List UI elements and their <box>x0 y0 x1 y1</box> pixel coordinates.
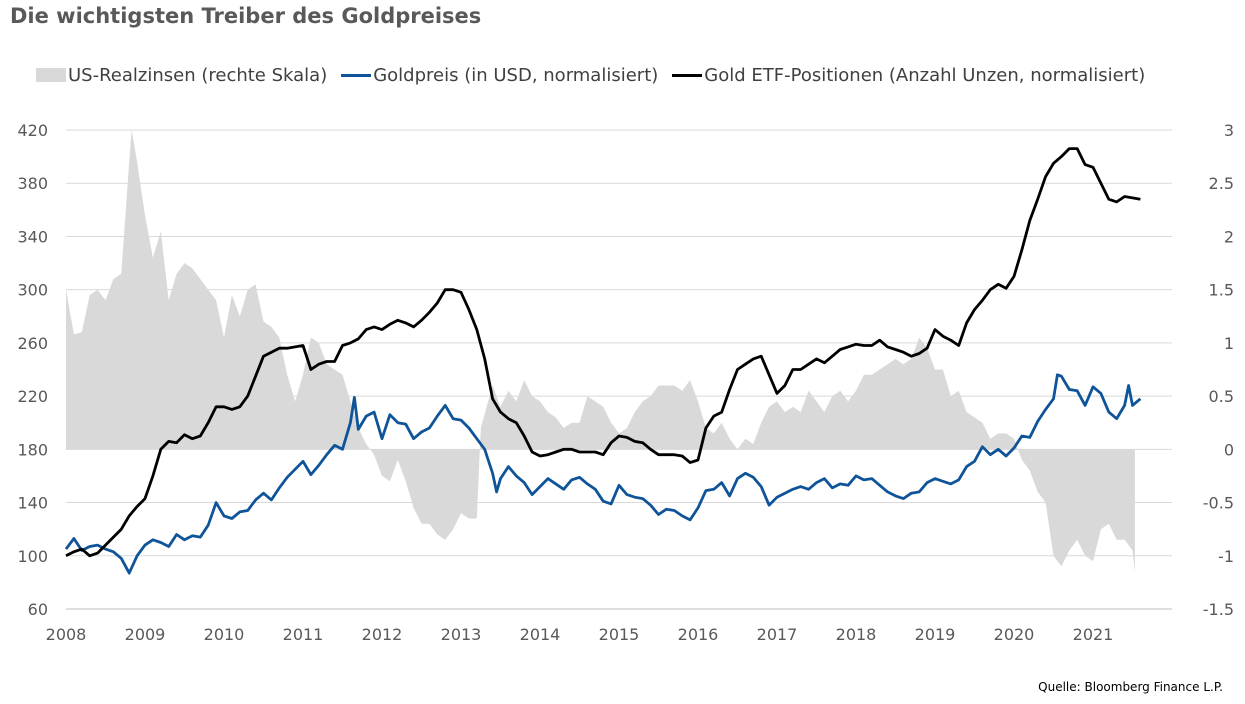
x-tick-label: 2014 <box>520 625 561 644</box>
x-tick-label: 2008 <box>46 625 87 644</box>
x-tick-label: 2013 <box>441 625 482 644</box>
x-tick-label: 2015 <box>599 625 640 644</box>
y-left-tick-label: 340 <box>17 227 48 246</box>
source-note: Quelle: Bloomberg Finance L.P. <box>1038 680 1223 694</box>
y-left-tick-label: 140 <box>17 494 48 513</box>
series-line-etf <box>65 147 1141 558</box>
y-right-tick-label: 0.5 <box>1209 387 1234 406</box>
y-right-tick-label: -1 <box>1218 547 1234 566</box>
y-right-tick-label: 2 <box>1224 227 1234 246</box>
legend-label-realzinsen: US-Realzinsen (rechte Skala) <box>68 64 328 86</box>
x-tick-label: 2011 <box>283 625 324 644</box>
legend-swatch-area <box>36 68 66 82</box>
y-right-tick-label: -1.5 <box>1203 600 1234 619</box>
y-right-tick-label: 1.5 <box>1209 281 1234 300</box>
y-left-tick-label: 180 <box>17 440 48 459</box>
x-tick-label: 2009 <box>125 625 166 644</box>
legend-label-etf: Gold ETF-Positionen (Anzahl Unzen, norma… <box>704 64 1146 86</box>
x-tick-label: 2021 <box>1073 625 1114 644</box>
chart-legend: US-Realzinsen (rechte Skala) Goldpreis (… <box>36 62 1159 88</box>
legend-swatch-black-line <box>672 73 703 77</box>
legend-label-goldpreis: Goldpreis (in USD, normalisiert) <box>373 64 659 86</box>
y-right-tick-label: 2.5 <box>1209 174 1234 193</box>
legend-item-goldpreis: Goldpreis (in USD, normalisiert) <box>341 65 658 86</box>
y-left-tick-label: 60 <box>28 600 48 619</box>
x-tick-label: 2010 <box>204 625 245 644</box>
y-left-tick-label: 380 <box>17 174 48 193</box>
x-tick-label: 2019 <box>915 625 956 644</box>
x-tick-label: 2017 <box>757 625 798 644</box>
x-tick-label: 2012 <box>362 625 403 644</box>
x-tick-label: 2020 <box>994 625 1035 644</box>
y-right-tick-label: 0 <box>1224 440 1234 459</box>
y-left-tick-label: 420 <box>17 121 48 140</box>
y-left-tick-label: 260 <box>17 334 48 353</box>
y-left-tick-label: 100 <box>17 547 48 566</box>
x-tick-label: 2016 <box>678 625 719 644</box>
y-left-tick-label: 300 <box>17 281 48 300</box>
legend-swatch-blue-line <box>341 73 372 77</box>
series-line-goldpreis <box>64 373 1142 575</box>
legend-item-realzinsen: US-Realzinsen (rechte Skala) <box>36 65 327 86</box>
x-tick-label: 2018 <box>836 625 877 644</box>
y-right-tick-label: -0.5 <box>1203 494 1234 513</box>
legend-item-etf: Gold ETF-Positionen (Anzahl Unzen, norma… <box>672 65 1145 86</box>
chart-title: Die wichtigsten Treiber des Goldpreises <box>10 4 482 28</box>
series-area-realzinsen <box>66 130 1135 572</box>
y-right-tick-label: 3 <box>1224 121 1234 140</box>
y-left-tick-label: 220 <box>17 387 48 406</box>
y-right-tick-label: 1 <box>1224 334 1234 353</box>
